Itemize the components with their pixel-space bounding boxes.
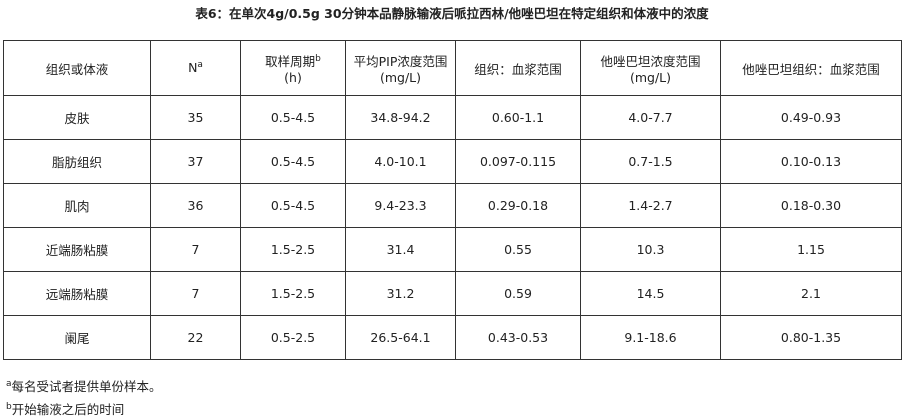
table-cell: 0.10-0.13: [720, 139, 902, 184]
table-row: 远端肠粘膜 7 1.5-2.5 31.2 0.59 14.5 2.1: [3, 271, 902, 316]
table-cell: 34.8-94.2: [345, 95, 456, 140]
table-cell: 37: [150, 139, 241, 184]
table-row: 肌肉 36 0.5-4.5 9.4-23.3 0.29-0.18 1.4-2.7 0.18-…: [3, 183, 902, 228]
footnote-mark: b: [315, 53, 321, 64]
table-cell: 35: [150, 95, 241, 140]
table-cell: 31.4: [345, 227, 456, 272]
table-cell: 1.5-2.5: [240, 271, 346, 316]
header-unit: (mg/L): [379, 70, 422, 85]
footnote: a每名受试者提供单份样本。: [6, 374, 162, 397]
table-cell: 26.5-64.1: [345, 315, 456, 360]
header-cell: 他唑巴坦浓度范围 (mg/L): [580, 40, 721, 96]
table-cell: 10.3: [580, 227, 721, 272]
header-unit: (mg/L): [629, 70, 672, 85]
header-text: N: [188, 60, 198, 76]
footnote-text: 每名受试者提供单份样本。: [11, 379, 162, 395]
header-cell: 他唑巴坦组织：血浆范围: [720, 40, 902, 96]
footnote-mark: a: [6, 379, 12, 389]
table-cell: 1.4-2.7: [580, 183, 721, 228]
table-cell: 0.29-0.18: [455, 183, 581, 228]
table-cell: 4.0-7.7: [580, 95, 721, 140]
header-text: 取样周期: [265, 54, 316, 69]
table-cell: 9.4-23.3: [345, 183, 456, 228]
table: 组织或体液 Na 取样周期b (h) 平均PIP浓度范围 (mg/L) 组织：血浆范围 他唑巴…: [3, 40, 902, 360]
header-text: 组织：血浆范围: [474, 61, 562, 77]
table-cell: 阑尾: [3, 315, 151, 360]
footnote-mark: a: [197, 60, 203, 71]
header-text: 他唑巴坦浓度范围: [600, 54, 701, 69]
table-cell: 31.2: [345, 271, 456, 316]
footnote-text: 开始输液之后的时间: [11, 402, 125, 418]
header-cell: 组织：血浆范围: [455, 40, 581, 96]
table-cell: 2.1: [720, 271, 902, 316]
table-cell: 9.1-18.6: [580, 315, 721, 360]
table-cell: 0.59: [455, 271, 581, 316]
table-cell: 肌肉: [3, 183, 151, 228]
table-row: 阑尾 22 0.5-2.5 26.5-64.1 0.43-0.53 9.1-18.6 0.8…: [3, 315, 902, 360]
header-cell: 取样周期b (h): [240, 40, 346, 96]
table-cell: 皮肤: [3, 95, 151, 140]
table-cell: 远端肠粘膜: [3, 271, 151, 316]
header-text: 他唑巴坦组织：血浆范围: [742, 61, 880, 77]
table-cell: 14.5: [580, 271, 721, 316]
header-cell: 平均PIP浓度范围 (mg/L): [345, 40, 456, 96]
header-row: 组织或体液 Na 取样周期b (h) 平均PIP浓度范围 (mg/L) 组织：血浆范围 他唑巴…: [3, 40, 902, 96]
table-row: 脂肪组织 37 0.5-4.5 4.0-10.1 0.097-0.115 0.7-1.5 0…: [3, 139, 902, 184]
table-cell: 22: [150, 315, 241, 360]
table-cell: 1.15: [720, 227, 902, 272]
table-cell: 0.7-1.5: [580, 139, 721, 184]
table-title: 表6：在单次4g/0.5g 30分钟本品静脉输液后哌拉西林/他唑巴坦在特定组织和…: [195, 6, 709, 21]
header-unit: (h): [284, 70, 302, 85]
table-cell: 脂肪组织: [3, 139, 151, 184]
table-cell: 4.0-10.1: [345, 139, 456, 184]
table-cell: 0.55: [455, 227, 581, 272]
footnotes: a每名受试者提供单份样本。 b开始输液之后的时间: [6, 374, 162, 420]
header-cell: Na: [150, 40, 241, 96]
table-cell: 7: [150, 227, 241, 272]
table-row: 近端肠粘膜 7 1.5-2.5 31.4 0.55 10.3 1.15: [3, 227, 902, 272]
table-cell: 0.80-1.35: [720, 315, 902, 360]
table-cell: 近端肠粘膜: [3, 227, 151, 272]
table-cell: 0.097-0.115: [455, 139, 581, 184]
footnote-mark: b: [6, 402, 12, 413]
footnote: b开始输液之后的时间: [6, 397, 162, 420]
header-cell: 组织或体液: [3, 40, 151, 96]
table-cell: 0.43-0.53: [455, 315, 581, 360]
table-body: 皮肤 35 0.5-4.5 34.8-94.2 0.60-1.1 4.0-7.7 0.49-…: [3, 95, 902, 360]
table-cell: 7: [150, 271, 241, 316]
table-cell: 0.49-0.93: [720, 95, 902, 140]
table-cell: 0.5-4.5: [240, 183, 346, 228]
header-text: 平均PIP浓度范围: [353, 54, 448, 69]
table-cell: 0.5-4.5: [240, 95, 346, 140]
table-cell: 36: [150, 183, 241, 228]
table-row: 皮肤 35 0.5-4.5 34.8-94.2 0.60-1.1 4.0-7.7 0.49-…: [3, 95, 902, 140]
table-cell: 0.5-4.5: [240, 139, 346, 184]
table-cell: 1.5-2.5: [240, 227, 346, 272]
table-cell: 0.60-1.1: [455, 95, 581, 140]
table-cell: 0.18-0.30: [720, 183, 902, 228]
header-text: 组织或体液: [45, 61, 109, 77]
table-cell: 0.5-2.5: [240, 315, 346, 360]
